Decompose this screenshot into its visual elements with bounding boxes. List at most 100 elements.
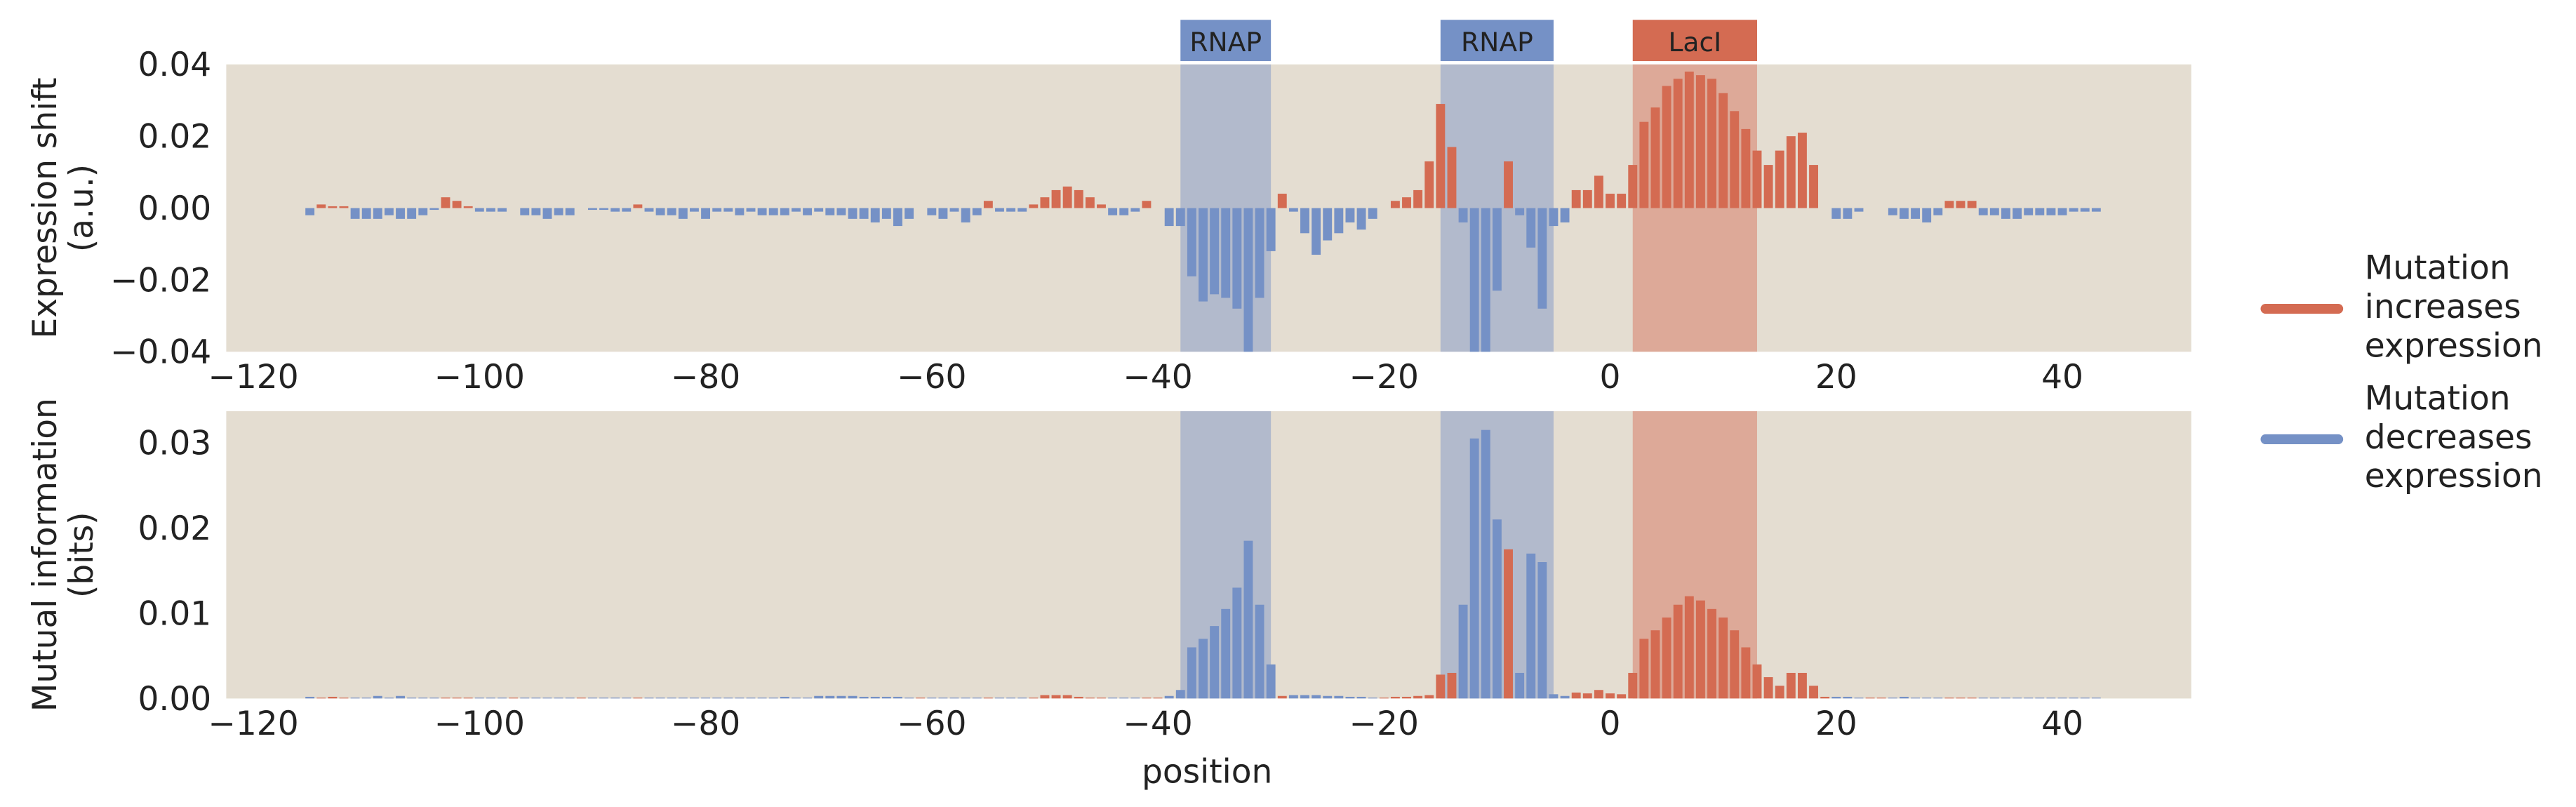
bar — [1390, 201, 1400, 208]
bar — [1017, 208, 1027, 212]
bar — [1424, 695, 1434, 699]
plot-background — [226, 411, 2191, 699]
bar — [1526, 553, 1536, 699]
bar — [350, 208, 360, 219]
bar — [1899, 208, 1909, 219]
bar — [1288, 695, 1298, 699]
bar — [1469, 438, 1479, 699]
bar — [2046, 208, 2056, 215]
x-tick-label: −20 — [1349, 705, 1419, 743]
bar — [1323, 208, 1333, 241]
x-tick-label: −60 — [897, 705, 966, 743]
bar — [1334, 208, 1344, 234]
bar — [361, 208, 371, 219]
x-tick-label: −20 — [1349, 358, 1419, 396]
bar — [1888, 208, 1897, 215]
bar — [1730, 111, 1740, 208]
bar — [587, 208, 597, 211]
bar — [1571, 692, 1581, 699]
bar — [1051, 695, 1061, 699]
bar — [1707, 79, 1716, 208]
x-tick-label: −60 — [897, 358, 966, 396]
bar — [2035, 208, 2045, 215]
bar — [1413, 695, 1423, 699]
bar — [1436, 104, 1446, 208]
bar — [1436, 674, 1446, 699]
bar — [520, 208, 530, 215]
bar — [1695, 75, 1705, 208]
region-label-box — [1632, 20, 1757, 62]
bar — [1854, 208, 1864, 212]
bar — [565, 208, 575, 215]
bar — [328, 696, 338, 699]
bar — [1989, 208, 1999, 215]
bar — [1481, 208, 1490, 352]
y-tick-label: 0.01 — [138, 594, 211, 633]
legend-label-line: increases — [2365, 288, 2521, 326]
legend-label-line: expression — [2365, 457, 2543, 495]
region-label-box — [1180, 20, 1272, 62]
bar — [2080, 208, 2090, 212]
bar — [893, 208, 902, 227]
bar — [1775, 686, 1784, 699]
x-tick-label: 20 — [1815, 705, 1857, 743]
bar — [881, 208, 891, 219]
bar — [1266, 664, 1276, 699]
bar — [678, 208, 688, 219]
x-tick-label: −40 — [1123, 705, 1192, 743]
bar — [1458, 604, 1468, 699]
bar — [1312, 208, 1321, 255]
x-tick-label: 20 — [1815, 358, 1857, 396]
bar — [1650, 107, 1660, 208]
bar — [961, 208, 970, 222]
x-tick-label: −40 — [1123, 358, 1192, 396]
bar — [1515, 208, 1525, 215]
bar — [690, 208, 699, 212]
region-label: LacI — [1668, 27, 1721, 58]
bar — [542, 208, 552, 219]
y-tick-label: −0.02 — [110, 261, 211, 300]
bar — [2057, 208, 2067, 215]
bar — [1492, 208, 1502, 291]
bar — [1797, 133, 1807, 208]
bar — [1164, 695, 1174, 699]
bar — [1312, 695, 1321, 699]
bar — [1266, 208, 1276, 251]
bar — [983, 201, 993, 208]
x-tick-label: −80 — [671, 358, 740, 396]
bar — [1820, 696, 1830, 699]
bar — [339, 206, 349, 208]
plot-background — [226, 64, 2191, 352]
bar — [633, 204, 643, 208]
bar — [1255, 208, 1264, 298]
bar — [1617, 194, 1627, 208]
bar — [1221, 208, 1231, 298]
bar — [1402, 696, 1411, 699]
bar — [1469, 208, 1479, 352]
bar — [1537, 561, 1547, 699]
bar — [1243, 208, 1253, 352]
bar — [881, 696, 891, 699]
bar — [610, 208, 620, 212]
bar — [825, 208, 835, 215]
bar — [1560, 208, 1570, 222]
region-label: RNAP — [1189, 27, 1262, 58]
bar — [792, 208, 801, 212]
bar — [1650, 630, 1660, 699]
bar — [814, 695, 824, 699]
bar — [1413, 189, 1423, 208]
bar — [1606, 693, 1615, 699]
bar — [373, 208, 382, 219]
bar — [1560, 695, 1570, 699]
y-axis-label-line: (a.u.) — [62, 164, 101, 252]
bar — [1277, 194, 1287, 208]
x-tick-label: 0 — [1600, 705, 1621, 743]
bar — [328, 206, 338, 208]
bar — [1695, 600, 1705, 699]
bar — [1085, 197, 1095, 208]
bar — [1639, 639, 1649, 699]
bar — [757, 208, 767, 215]
bar — [1232, 587, 1242, 699]
bar — [1944, 201, 1954, 208]
bar — [1662, 617, 1671, 699]
